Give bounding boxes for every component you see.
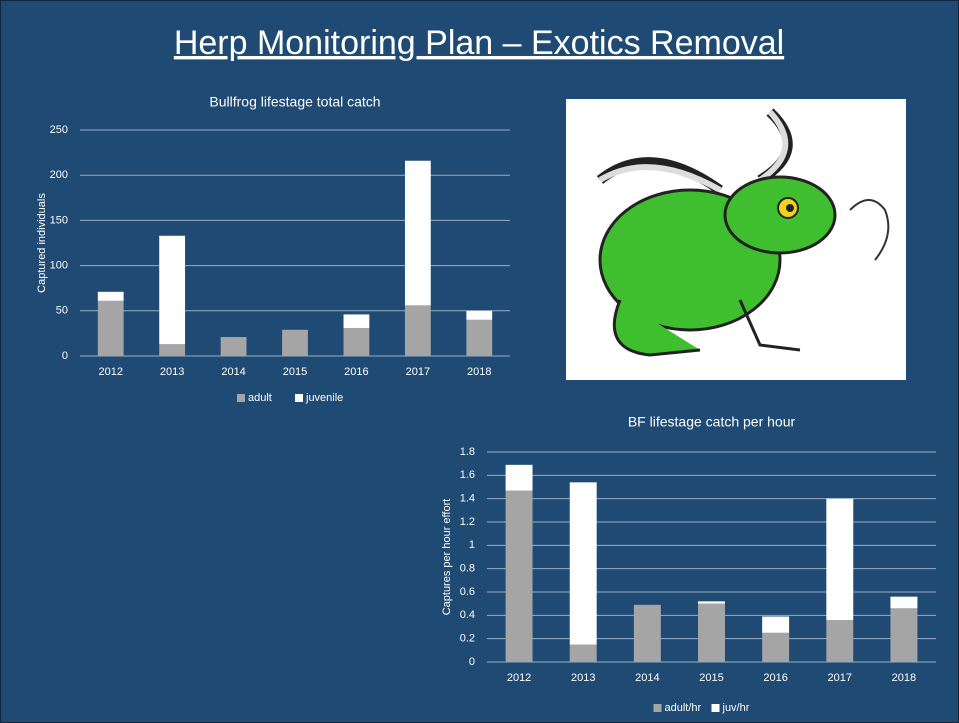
y-axis-label: Captures per hour effort	[441, 499, 453, 616]
bar-segment	[344, 314, 370, 328]
bar-segment	[634, 605, 661, 662]
y-tick-label: 1.8	[460, 446, 475, 458]
legend-label: adult/hr	[665, 702, 702, 714]
bar-segment	[506, 465, 533, 491]
x-tick-label: 2016	[344, 366, 368, 378]
page: Herp Monitoring Plan – Exotics Removal B…	[0, 0, 959, 723]
legend-label: adult	[248, 392, 272, 404]
x-tick-label: 2017	[828, 672, 852, 684]
y-axis-label: Captured individuals	[36, 193, 48, 293]
bar-segment	[98, 292, 124, 301]
bar-segment	[890, 597, 917, 609]
bar-segment	[570, 482, 597, 644]
bar-segment	[890, 608, 917, 662]
legend-label: juvenile	[305, 392, 343, 404]
bar-segment	[221, 337, 247, 356]
y-tick-label: 1.4	[460, 493, 475, 505]
x-tick-label: 2012	[507, 672, 531, 684]
y-tick-label: 50	[56, 305, 68, 317]
chart-title: Bullfrog lifestage total catch	[209, 94, 380, 110]
x-tick-label: 2016	[763, 672, 787, 684]
y-tick-label: 150	[50, 214, 68, 226]
x-tick-label: 2012	[98, 366, 122, 378]
bar-segment	[98, 301, 124, 356]
bar-segment	[826, 499, 853, 620]
bar-segment	[282, 330, 308, 356]
y-tick-label: 0.6	[460, 586, 475, 598]
bar-segment	[698, 604, 725, 662]
bar-segment	[826, 620, 853, 662]
y-tick-label: 100	[50, 260, 68, 272]
bar-segment	[466, 311, 492, 320]
x-tick-label: 2013	[160, 366, 184, 378]
legend-swatch	[712, 704, 720, 712]
x-tick-label: 2015	[283, 366, 307, 378]
x-tick-label: 2017	[406, 366, 430, 378]
y-tick-label: 0.8	[460, 563, 475, 575]
y-tick-label: 0.4	[460, 609, 475, 621]
bar-segment	[405, 305, 431, 356]
x-tick-label: 2015	[699, 672, 723, 684]
bar-segment	[344, 328, 370, 356]
y-tick-label: 0.2	[460, 633, 475, 645]
y-tick-label: 0	[469, 656, 475, 668]
y-tick-label: 250	[50, 124, 68, 136]
x-tick-label: 2014	[221, 366, 245, 378]
legend-swatch	[654, 704, 662, 712]
bar-segment	[159, 236, 185, 344]
bar-segment	[698, 601, 725, 603]
legend-swatch	[237, 394, 245, 402]
bar-segment	[762, 617, 789, 633]
bar-segment	[405, 161, 431, 306]
legend-swatch	[295, 394, 303, 402]
bar-segment	[506, 491, 533, 663]
y-tick-label: 1.6	[460, 469, 475, 481]
x-tick-label: 2014	[635, 672, 659, 684]
legend-label: juv/hr	[722, 702, 750, 714]
chart-title: BF lifestage catch per hour	[628, 414, 796, 430]
bar-segment	[159, 344, 185, 356]
bar-segment	[570, 645, 597, 663]
y-tick-label: 0	[62, 350, 68, 362]
slide-title: Herp Monitoring Plan – Exotics Removal	[174, 24, 784, 62]
bar-segment	[466, 320, 492, 356]
x-tick-label: 2013	[571, 672, 595, 684]
y-tick-label: 1	[469, 539, 475, 551]
frog-picture	[566, 99, 906, 380]
x-tick-label: 2018	[892, 672, 916, 684]
y-tick-label: 200	[50, 169, 68, 181]
y-tick-label: 1.2	[460, 516, 475, 528]
slide: Herp Monitoring Plan – Exotics Removal B…	[0, 0, 959, 723]
x-tick-label: 2018	[467, 366, 491, 378]
bar-segment	[762, 633, 789, 662]
